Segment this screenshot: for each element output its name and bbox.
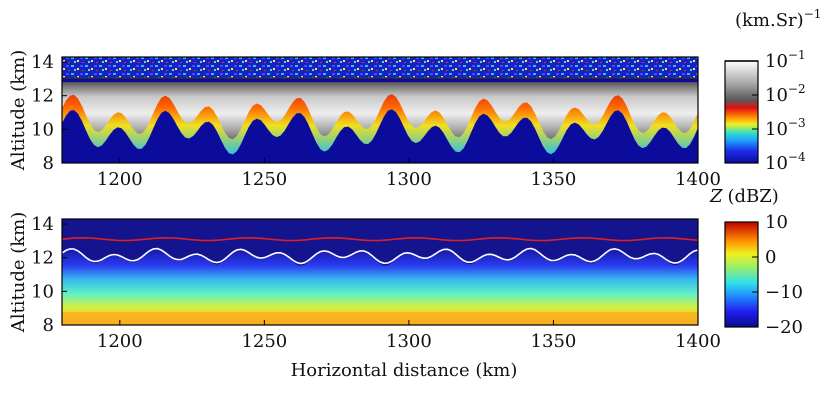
y-tick-label: 8 — [43, 315, 54, 336]
radar-y-ticks: 8 10 12 14 — [31, 214, 67, 336]
radar-panel: 1200 1250 1300 1350 1400 8 10 12 14 Altitude (k… — [8, 212, 721, 381]
x-tick-label: 1350 — [531, 169, 577, 190]
radar-reflectivity-field — [62, 246, 698, 325]
colorbar-tick-label: 10−1 — [765, 48, 806, 72]
colorbar-tick-label: −20 — [765, 317, 803, 338]
y-tick-label: 10 — [31, 281, 54, 302]
x-tick-label: 1250 — [241, 331, 287, 352]
lidar-panel: 1200 1250 1300 1350 1400 8 10 12 14 Altitude (k… — [8, 50, 721, 190]
y-tick-label: 12 — [31, 248, 54, 269]
y-tick-label: 12 — [31, 86, 54, 107]
radar-colorbar-frame — [724, 221, 759, 328]
colorbar-tick-label: 10−2 — [765, 82, 806, 106]
colorbar-tick-label: 10 — [765, 212, 788, 233]
x-tick-label: 1200 — [97, 169, 143, 190]
lidar-noise-band — [62, 57, 698, 78]
radar-colorbar-gradient — [725, 222, 758, 327]
lidar-y-ticks: 8 10 12 14 — [31, 52, 67, 174]
radar-colorbar-ticks: 10 0 −10 −20 — [752, 212, 803, 338]
x-tick-label: 1350 — [531, 331, 577, 352]
x-axis-label: Horizontal distance (km) — [291, 360, 518, 381]
radar-frame — [61, 218, 699, 326]
y-tick-label: 14 — [31, 52, 54, 73]
radar-colorbar-title: Z (dBZ) — [709, 186, 779, 207]
radar-colorbar: Z (dBZ) 10 0 −10 −20 — [709, 186, 803, 338]
lidar-heatmap — [62, 57, 698, 163]
x-tick-label: 1200 — [97, 331, 143, 352]
radar-white-line — [62, 247, 698, 265]
x-tick-label: 1400 — [675, 169, 721, 190]
x-tick-label: 1300 — [386, 331, 432, 352]
lidar-colorbar-title: (km.Sr)−1 — [735, 7, 821, 31]
lidar-colorbar-ticks: 10−1 10−2 10−3 10−4 — [752, 48, 806, 174]
radar-heatmap — [62, 219, 698, 325]
x-tick-label: 1400 — [675, 331, 721, 352]
y-tick-label: 10 — [31, 119, 54, 140]
colorbar-tick-label: 0 — [765, 247, 776, 268]
radar-surface-band — [62, 312, 698, 325]
radar-red-line — [62, 236, 698, 242]
colorbar-tick-label: −10 — [765, 282, 803, 303]
lidar-cloud-body — [62, 82, 698, 140]
lidar-y-axis-label: Altitude (km) — [8, 50, 29, 172]
radar-x-ticks: 1200 1250 1300 1350 1400 — [97, 320, 721, 352]
radar-y-axis-label: Altitude (km) — [8, 212, 29, 334]
y-tick-label: 14 — [31, 214, 54, 235]
x-tick-label: 1300 — [386, 169, 432, 190]
lidar-colorbar: (km.Sr)−1 10−1 10−2 10−3 10−4 — [724, 7, 821, 174]
colorbar-tick-label: 10−3 — [765, 116, 806, 140]
x-tick-label: 1250 — [241, 169, 287, 190]
lidar-x-ticks: 1200 1250 1300 1350 1400 — [97, 158, 721, 190]
lidar-colorbar-gradient — [725, 61, 758, 163]
lidar-frame — [61, 56, 699, 164]
y-tick-label: 8 — [43, 153, 54, 174]
colorbar-tick-label: 10−4 — [765, 150, 806, 174]
